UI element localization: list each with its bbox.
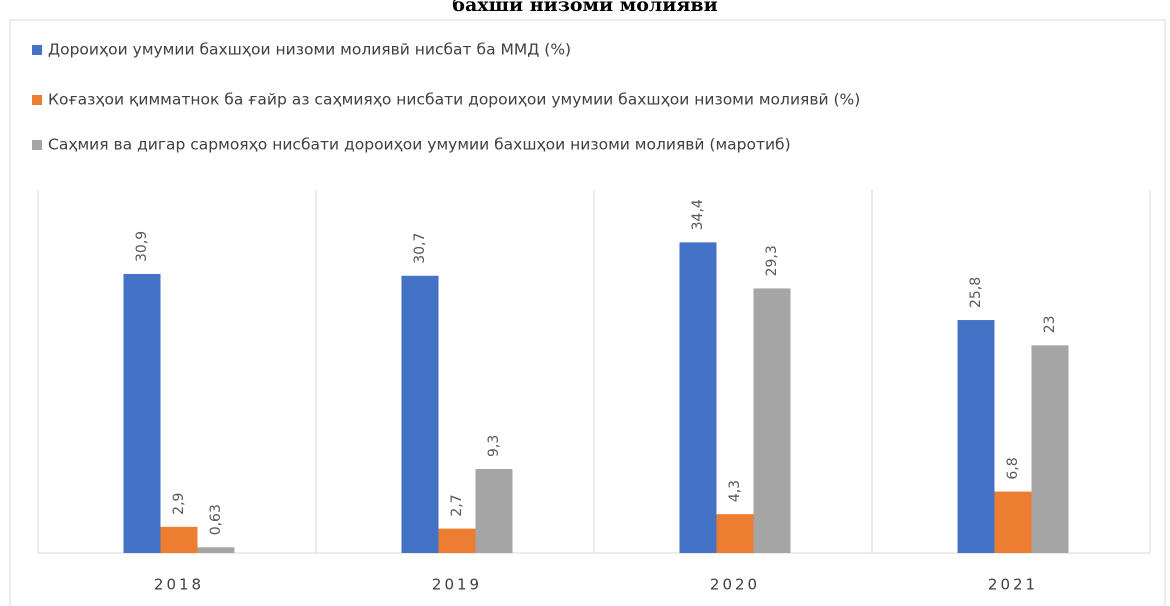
- bar: [1031, 345, 1069, 553]
- data-label: 23: [1042, 315, 1058, 333]
- x-tick-label: 2018: [154, 576, 204, 594]
- data-label: 0,63: [208, 504, 224, 535]
- data-label: 30,9: [134, 231, 150, 262]
- data-label: 6,8: [1005, 457, 1021, 479]
- x-tick-label: 2019: [432, 576, 482, 594]
- chart-border: [9, 19, 1166, 606]
- data-label: 4,3: [727, 480, 743, 502]
- data-label: 29,3: [764, 245, 780, 276]
- data-label: 9,3: [486, 435, 502, 457]
- data-label: 34,4: [690, 199, 706, 230]
- bar: [401, 275, 439, 553]
- chart-title: бахши низоми молиявӣ: [452, 0, 717, 16]
- bar: [994, 491, 1032, 553]
- legend-label: Саҳмия ва дигар сармояҳо нисбати дороиҳо…: [48, 136, 791, 154]
- bar: [160, 526, 198, 553]
- data-label: 2,9: [171, 493, 187, 515]
- legend-label: Дороиҳои умумии бахшҳои низоми молиявӣ н…: [48, 41, 571, 59]
- bar: [957, 320, 995, 553]
- legend-label: Коғазҳои қимматнок ба ғайр аз саҳмияҳо н…: [48, 91, 860, 109]
- legend-swatch: [32, 95, 42, 105]
- data-label: 25,8: [968, 277, 984, 308]
- bar: [438, 528, 476, 553]
- bar: [475, 469, 513, 553]
- bar: [123, 273, 161, 553]
- x-tick-label: 2020: [710, 576, 760, 594]
- x-tick-label: 2021: [988, 576, 1038, 594]
- legend-swatch: [32, 45, 42, 55]
- data-label: 2,7: [449, 494, 465, 516]
- bar: [753, 288, 791, 553]
- bar: [716, 514, 754, 553]
- bar: [197, 547, 235, 553]
- legend-swatch: [32, 140, 42, 150]
- bar: [679, 242, 717, 554]
- data-label: 30,7: [412, 233, 428, 264]
